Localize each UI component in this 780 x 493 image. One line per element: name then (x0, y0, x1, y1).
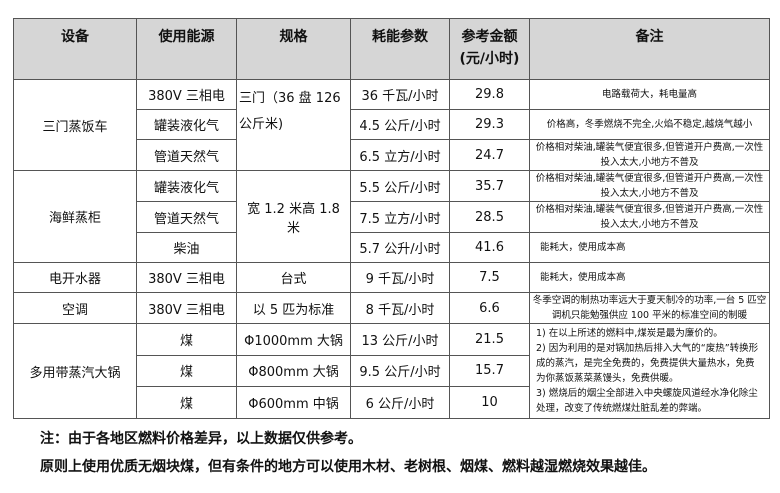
table-row: 管道天然气 7.5 立方/小时 28.5 价格相对柴油,罐装气便宜很多,但管道开… (14, 201, 770, 233)
header-note: 备注 (529, 18, 770, 80)
device-cell: 空调 (13, 292, 137, 324)
price-cell: 29.8 (449, 79, 530, 110)
spec-cell: 台式 (236, 262, 351, 293)
price-cell: 41.6 (449, 232, 530, 263)
coal-note: 1) 在以上所述的燃料中,煤炭是最为廉价的。 (536, 328, 723, 339)
price-cell: 28.5 (449, 201, 530, 233)
param-cell: 5.7 公升/小时 (350, 232, 450, 263)
energy-comparison-table: 设备 使用能源 规格 耗能参数 参考金额 (元/小时) 备注 三门蒸饭车 380V… (13, 18, 770, 419)
energy-cell: 380V 三相电 (136, 292, 237, 324)
price-cell: 6.6 (449, 292, 530, 324)
price-cell: 21.5 (449, 323, 530, 356)
spec-cell: 三门（36 盘 126 公斤米) (236, 79, 351, 171)
energy-cell: 380V 三相电 (136, 79, 237, 110)
energy-cell: 罐装液化气 (136, 170, 237, 202)
price-cell: 10 (449, 386, 530, 419)
header-price-line2: (元/小时) (459, 51, 520, 67)
header-price-line1: 参考金额 (461, 29, 518, 45)
energy-cell: 煤 (136, 386, 237, 419)
table-row: 煤 Φ800mm 大锅 9.5 公斤/小时 15.7 (14, 354, 770, 388)
energy-cell: 管道天然气 (136, 139, 237, 171)
device-cell: 多用带蒸汽大锅 (13, 323, 137, 419)
energy-cell: 罐装液化气 (136, 109, 237, 140)
coal-note: 2) 因为利用的是对锅加热后排入大气的“废热”转换形成的蒸汽，是完全免费的，免费… (536, 343, 759, 384)
price-cell: 24.7 (449, 139, 530, 171)
note-cell: 电路载荷大，耗电量高 (529, 79, 770, 110)
note-cell: 冬季空调的制热功率远大于夏天制冷的功率,一台 5 匹空调机只能勉强供应 100 … (529, 292, 770, 324)
table-row: 罐装液化气 4.5 公斤/小时 29.3 价格高，冬季燃烧不完全,火焰不稳定,越… (14, 109, 770, 140)
spec-cell: 宽 1.2 米高 1.8 米 (236, 170, 351, 263)
price-cell: 7.5 (449, 262, 530, 293)
header-energy: 使用能源 (136, 18, 237, 80)
header-row: 设备 使用能源 规格 耗能参数 参考金额 (元/小时) 备注 (13, 18, 770, 80)
param-cell: 13 公斤/小时 (350, 323, 450, 356)
param-cell: 5.5 公斤/小时 (350, 170, 450, 202)
spec-cell: 以 5 匹为标准 (236, 292, 351, 324)
energy-cell: 柴油 (136, 232, 237, 263)
spec-cell: Φ600mm 中锅 (236, 386, 351, 419)
device-cell: 电开水器 (13, 262, 137, 293)
table-row: 海鲜蒸柜 罐装液化气 宽 1.2 米高 1.8 米 5.5 公斤/小时 35.7… (13, 170, 770, 263)
note-cell: 能耗大，使用成本高 (529, 232, 770, 263)
note-cell: 价格相对柴油,罐装气便宜很多,但管道开户费高,一次性投入太大,小地方不普及 (529, 139, 770, 171)
note-cell: 价格相对柴油,罐装气便宜很多,但管道开户费高,一次性投入太大,小地方不普及 (529, 170, 770, 202)
header-device: 设备 (13, 18, 137, 80)
param-cell: 36 千瓦/小时 (350, 79, 450, 110)
header-param: 耗能参数 (350, 18, 450, 80)
price-cell: 29.3 (449, 109, 530, 140)
table-row: 管道天然气 6.5 立方/小时 24.7 价格相对柴油,罐装气便宜很多,但管道开… (14, 139, 770, 171)
price-cell: 35.7 (449, 170, 530, 202)
energy-cell: 煤 (136, 323, 237, 356)
note-cell: 价格相对柴油,罐装气便宜很多,但管道开户费高,一次性投入太大,小地方不普及 (529, 201, 770, 233)
footnote: 注：由于各地区燃料价格差异，以上数据仅供参考。 (40, 431, 362, 447)
param-cell: 6 公斤/小时 (350, 386, 450, 419)
coal-note: 3) 燃烧后的烟尘全部进入中央螺旋风道经水净化除尘处理，改变了传统燃煤灶脏乱差的… (536, 388, 758, 414)
spec-cell: Φ1000mm 大锅 (236, 323, 351, 356)
energy-cell: 管道天然气 (136, 201, 237, 233)
device-cell: 海鲜蒸柜 (13, 170, 137, 263)
table-row: 煤 Φ600mm 中锅 6 公斤/小时 10 (14, 386, 770, 419)
table-row: 多用带蒸汽大锅 煤 Φ1000mm 大锅 13 公斤/小时 21.5 1) 在以… (13, 323, 770, 419)
coal-notes-cell: 1) 在以上所述的燃料中,煤炭是最为廉价的。 2) 因为利用的是对锅加热后排入大… (529, 323, 770, 419)
device-cell: 三门蒸饭车 (13, 79, 137, 171)
header-price: 参考金额 (元/小时) (449, 18, 530, 80)
table-row: 电开水器 380V 三相电 台式 9 千瓦/小时 7.5 能耗大，使用成本高 (13, 262, 770, 293)
energy-cell: 380V 三相电 (136, 262, 237, 293)
note-cell: 能耗大，使用成本高 (529, 262, 770, 293)
param-cell: 9.5 公斤/小时 (350, 354, 450, 388)
header-spec: 规格 (236, 18, 351, 80)
param-cell: 6.5 立方/小时 (350, 139, 450, 171)
param-cell: 7.5 立方/小时 (350, 201, 450, 233)
param-cell: 4.5 公斤/小时 (350, 109, 450, 140)
param-cell: 8 千瓦/小时 (350, 292, 450, 324)
param-cell: 9 千瓦/小时 (350, 262, 450, 293)
price-cell: 15.7 (449, 354, 530, 388)
table-row: 三门蒸饭车 380V 三相电 三门（36 盘 126 公斤米) 36 千瓦/小时… (13, 79, 770, 171)
footnote: 原则上使用优质无烟块煤，但有条件的地方可以使用木材、老树根、烟煤、燃料越湿燃烧效… (40, 459, 656, 475)
spec-cell: Φ800mm 大锅 (236, 354, 351, 388)
table-row: 空调 380V 三相电 以 5 匹为标准 8 千瓦/小时 6.6 冬季空调的制热… (13, 292, 770, 324)
energy-cell: 煤 (136, 354, 237, 388)
note-cell: 价格高，冬季燃烧不完全,火焰不稳定,越烧气越小 (529, 109, 770, 140)
